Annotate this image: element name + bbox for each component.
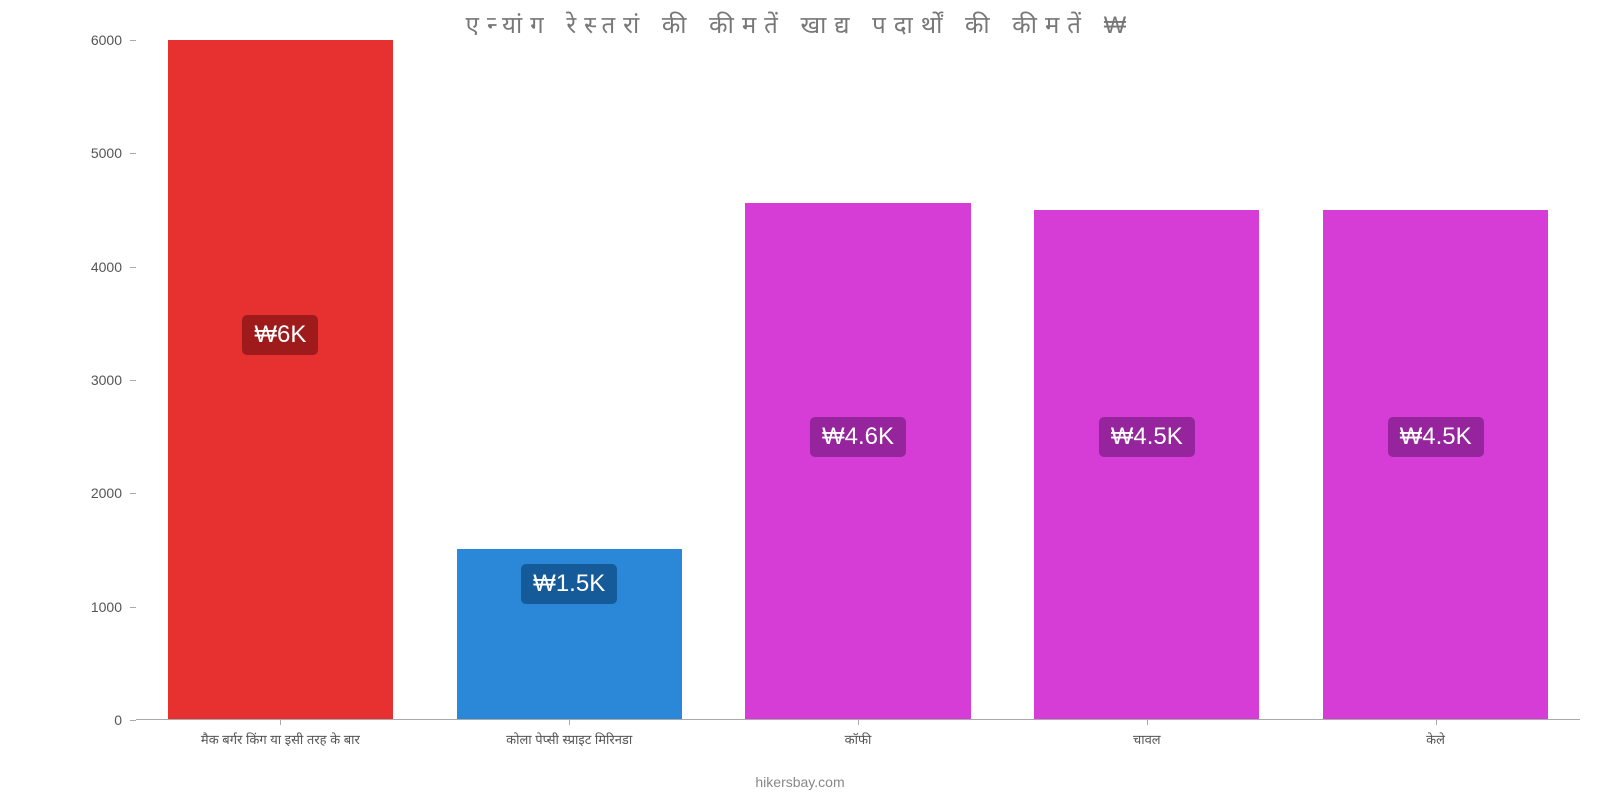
x-tick	[280, 719, 281, 725]
x-tick	[1147, 719, 1148, 725]
chart-title: एन्यांग रेस्तरां की कीमतें खाद्य पदार्थो…	[0, 0, 1600, 41]
bar	[1323, 210, 1548, 719]
value-label: ₩6K	[242, 315, 318, 355]
attribution: hikersbay.com	[0, 774, 1600, 790]
x-tick	[1436, 719, 1437, 725]
x-tick	[569, 719, 570, 725]
bar	[1034, 210, 1259, 719]
bars-container: ₩6K ₩1.5K ₩4.6K ₩4.5K ₩4.5K	[136, 40, 1580, 719]
y-tick-line	[130, 720, 136, 721]
value-label: ₩4.6K	[810, 417, 906, 457]
bar-slot: ₩4.5K	[1291, 40, 1580, 719]
y-tick-label: 5000	[91, 145, 122, 161]
x-labels: मैक बर्गर किंग या इसी तरह के बारकोला पेप…	[136, 730, 1580, 748]
bar-slot: ₩6K	[136, 40, 425, 719]
bar-slot: ₩4.6K	[714, 40, 1003, 719]
plot-area: ₩6K ₩1.5K ₩4.6K ₩4.5K ₩4.5K	[136, 40, 1580, 720]
y-tick-label: 0	[114, 712, 122, 728]
x-label: केले	[1291, 730, 1580, 748]
bar-slot: ₩4.5K	[1002, 40, 1291, 719]
value-label: ₩4.5K	[1099, 417, 1195, 457]
chart-area: 0100020003000400050006000 ₩6K₩1.5K₩4.6K₩…	[80, 40, 1580, 720]
bar-slot: ₩1.5K	[425, 40, 714, 719]
x-label: कोला पेप्सी स्प्राइट मिरिनडा	[425, 730, 714, 748]
y-tick-label: 6000	[91, 32, 122, 48]
y-tick-label: 2000	[91, 485, 122, 501]
x-label: मैक बर्गर किंग या इसी तरह के बार	[136, 730, 425, 748]
y-tick-label: 4000	[91, 259, 122, 275]
x-label: कॉफी	[714, 730, 1003, 748]
x-tick	[858, 719, 859, 725]
x-label: चावल	[1002, 730, 1291, 748]
value-label: ₩4.5K	[1388, 417, 1484, 457]
bar	[168, 40, 393, 719]
value-label: ₩1.5K	[521, 564, 617, 604]
y-axis: 0100020003000400050006000	[80, 40, 130, 720]
y-tick-label: 1000	[91, 599, 122, 615]
bar	[745, 203, 970, 719]
y-tick-label: 3000	[91, 372, 122, 388]
